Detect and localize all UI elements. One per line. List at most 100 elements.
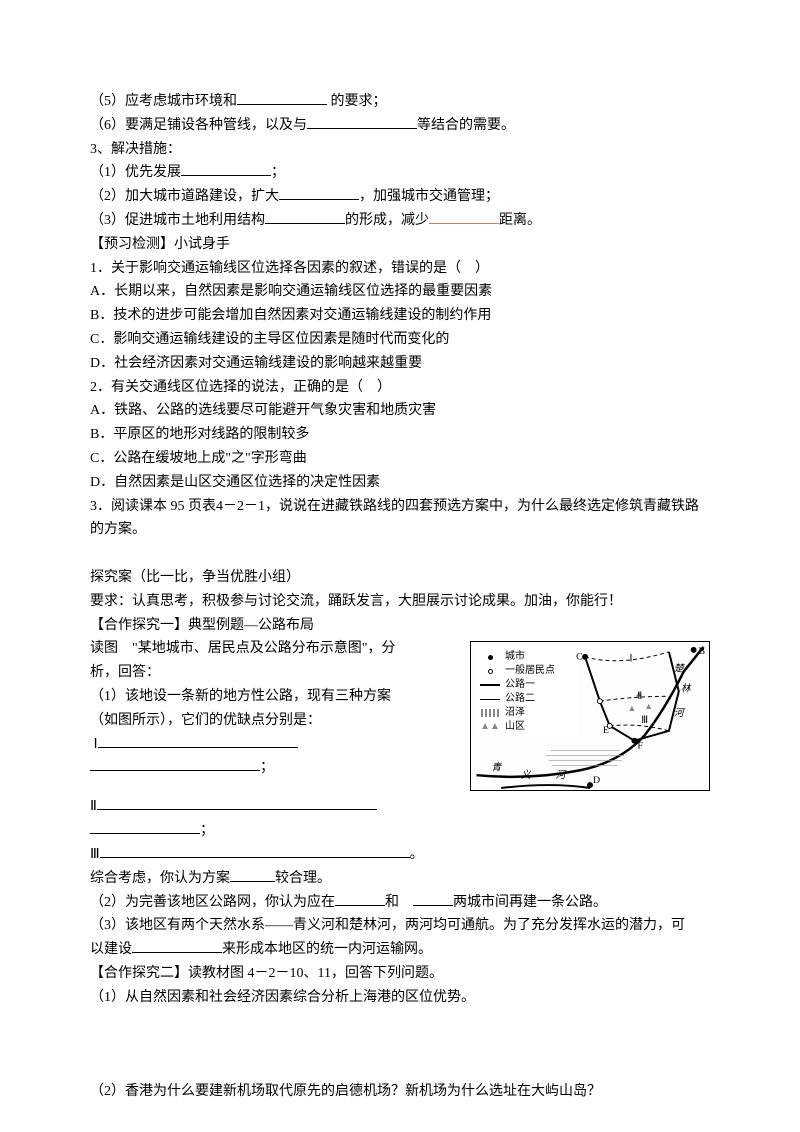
text: 要求：认真思考，积极参与讨论交流，踊跃发言，大胆展示讨论成果。加油，你能行！ xyxy=(90,594,622,609)
text: C．公路在缓坡地上成"之"字形弯曲 xyxy=(90,451,307,466)
river-label: 楚 xyxy=(674,663,685,675)
text: 以建设 xyxy=(90,942,132,957)
map-label-e: E xyxy=(603,725,609,736)
coop2-q2: （2）香港为什么要建新机场取代原先的启德机场？新机场为什么选址在大屿山岛？ xyxy=(90,1080,710,1104)
scheme-3: Ⅲ。 xyxy=(90,843,710,867)
text: A．铁路、公路的选线要尽可能避开气象灾害和地质灾害 xyxy=(90,403,436,418)
text: ； xyxy=(271,165,285,180)
text: 2．有关交通线区位选择的说法，正确的是（ ） xyxy=(90,380,391,395)
blank[interactable] xyxy=(237,91,327,105)
text: 来形成本地区的统一内河运输网。 xyxy=(222,942,432,957)
blank[interactable] xyxy=(100,844,410,858)
text: C．影响交通运输线建设的主导区位因素是随时代而变化的 xyxy=(90,332,449,347)
text: （1）优先发展 xyxy=(90,165,181,180)
river-label: 义 xyxy=(521,769,532,781)
text: 较合理。 xyxy=(275,871,331,886)
blank[interactable] xyxy=(97,796,377,810)
text: ，加强城市交通管理； xyxy=(359,189,499,204)
coop1-title: 【合作探究一】典型例题—公路布局 xyxy=(90,614,710,638)
map-label-f: F xyxy=(637,741,643,752)
preview-check-title: 【预习检测】小试身手 xyxy=(90,233,710,257)
map-figure-wrap: 城市 一般居民点 公路一 公路二 沼泽 ▲▲山区 ▲ ▲ ▲ xyxy=(470,641,710,791)
text: A．长期以来，自然因素是影响交通运输线区位选择的最重要因素 xyxy=(90,284,492,299)
text: （2）为完善该地区公路网，你认为应在 xyxy=(90,895,335,910)
map-label-b: B xyxy=(699,646,706,657)
blank[interactable] xyxy=(265,210,345,224)
map-label-iii: Ⅲ xyxy=(641,715,648,726)
text: 【预习检测】小试身手 xyxy=(90,237,230,252)
roman-3: Ⅲ xyxy=(90,847,100,862)
explore-req: 要求：认真思考，积极参与讨论交流，踊跃发言，大胆展示讨论成果。加油，你能行！ xyxy=(90,590,710,614)
q2-b: B．平原区的地形对线路的限制较多 xyxy=(90,423,710,447)
blank[interactable] xyxy=(335,892,385,906)
text: 的方案。 xyxy=(90,522,146,537)
q3-line1: 3．阅读课本 95 页表4－2－1，说说在进藏铁路线的四套预选方案中，为什么最终… xyxy=(90,495,710,519)
blank[interactable] xyxy=(181,162,271,176)
text: 析，回答： xyxy=(90,665,160,680)
q2-a: A．铁路、公路的选线要尽可能避开气象灾害和地质灾害 xyxy=(90,399,710,423)
map-figure: 城市 一般居民点 公路一 公路二 沼泽 ▲▲山区 ▲ ▲ ▲ xyxy=(470,641,710,791)
scheme-2-line2: ； xyxy=(90,819,710,843)
text: （1）从自然因素和社会经济因素综合分析上海港的区位优势。 xyxy=(90,990,475,1005)
q1-c: C．影响交通运输线建设的主导区位因素是随时代而变化的 xyxy=(90,328,710,352)
text: B．技术的进步可能会增加自然因素对交通运输线建设的制约作用 xyxy=(90,308,491,323)
line-sol-1: （1）优先发展 ； xyxy=(90,161,710,185)
coop1-q3b: 以建设 来形成本地区的统一内河运输网。 xyxy=(90,938,710,962)
map-svg: ▲ ▲ ▲ B C E F D Ⅰ Ⅱ Ⅲ xyxy=(471,642,709,790)
q2-c: C．公路在缓坡地上成"之"字形弯曲 xyxy=(90,447,710,471)
spacer xyxy=(90,1010,710,1080)
blank[interactable] xyxy=(429,210,499,224)
map-label-d: D xyxy=(593,775,600,786)
explore-title: 探究案（比一比，争当优胜小组） xyxy=(90,566,710,590)
map-label-i: Ⅰ xyxy=(629,654,632,665)
river-label: 河 xyxy=(555,769,567,781)
river-label: 林 xyxy=(681,683,692,695)
line-6: （6）要满足铺设各种管线，以及与等结合的需要。 xyxy=(90,114,710,138)
text: 距离。 xyxy=(499,213,541,228)
q1: 1．关于影响交通运输线区位选择各因素的叙述，错误的是（ ） xyxy=(90,257,710,281)
blank[interactable] xyxy=(90,820,200,834)
blank[interactable] xyxy=(413,892,453,906)
text: 综合考虑，你认为方案 xyxy=(90,871,230,886)
coop2-q1: （1）从自然因素和社会经济因素综合分析上海港的区位优势。 xyxy=(90,986,710,1010)
coop1-q3a: （3）该地区有两个天然水系——青义河和楚林河，两河均可通航。为了充分发挥水运的潜… xyxy=(90,914,710,938)
river-label: 河 xyxy=(674,707,686,719)
text: （1）该地设一条新的地方性公路，现有三种方案 xyxy=(90,689,391,704)
map-label-ii: Ⅱ xyxy=(637,692,642,703)
text: D．自然因素是山区交通区位选择的决定性因素 xyxy=(90,475,380,490)
line-5: （5）应考虑城市环境和 的要求； xyxy=(90,90,710,114)
svg-text:▲: ▲ xyxy=(644,701,653,711)
text: 探究案（比一比，争当优胜小组） xyxy=(90,570,300,585)
scheme-2-line1: Ⅱ xyxy=(90,795,710,819)
text: D．社会经济因素对交通运输线建设的影响越来越重要 xyxy=(90,356,422,371)
q1-a: A．长期以来，自然因素是影响交通运输线区位选择的最重要因素 xyxy=(90,280,710,304)
text: B．平原区的地形对线路的限制较多 xyxy=(90,427,309,442)
blank[interactable] xyxy=(132,939,222,953)
map-label-c: C xyxy=(576,652,583,663)
spacer xyxy=(90,542,710,566)
blank[interactable] xyxy=(98,734,298,748)
text: 3、解决措施： xyxy=(90,142,181,157)
river-label: 青 xyxy=(491,762,502,774)
line-sol-2: （2）加大城市道路建设，扩大，加强城市交通管理； xyxy=(90,185,710,209)
q3-line2: 的方案。 xyxy=(90,518,710,542)
text: （2）香港为什么要建新机场取代原先的启德机场？新机场为什么选址在大屿山岛？ xyxy=(90,1084,601,1099)
coop1-summary: 综合考虑，你认为方案 较合理。 xyxy=(90,867,710,891)
blank[interactable] xyxy=(230,868,275,882)
text: 。 xyxy=(410,847,424,862)
q1-d: D．社会经济因素对交通运输线建设的影响越来越重要 xyxy=(90,352,710,376)
text: ； xyxy=(260,760,274,775)
text: 的要求； xyxy=(327,94,387,109)
text: （6）要满足铺设各种管线，以及与 xyxy=(90,118,307,133)
blank[interactable] xyxy=(90,757,260,771)
q2-d: D．自然因素是山区交通区位选择的决定性因素 xyxy=(90,471,710,495)
text: 【合作探究二】读教材图 4－2－10、11，回答下列问题。 xyxy=(90,966,443,981)
q1-b: B．技术的进步可能会增加自然因素对交通运输线建设的制约作用 xyxy=(90,304,710,328)
text: ； xyxy=(200,823,214,838)
blank[interactable] xyxy=(279,186,359,200)
roman-2: Ⅱ xyxy=(90,799,97,814)
text: 的形成，减少 xyxy=(345,213,429,228)
text: （3）促进城市土地利用结构 xyxy=(90,213,265,228)
blank[interactable] xyxy=(307,115,417,129)
text: （如图所示），它们的优缺点分别是： xyxy=(90,713,321,728)
